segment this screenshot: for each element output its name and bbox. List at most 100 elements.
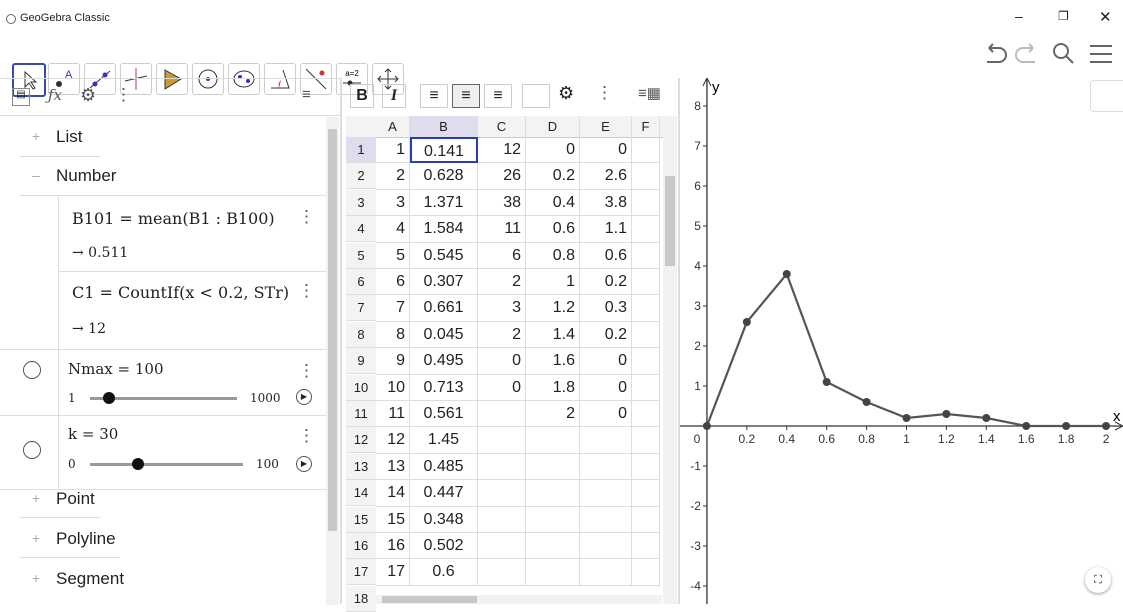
cell[interactable]: 0.2 bbox=[526, 163, 580, 190]
circle-tool[interactable] bbox=[192, 63, 224, 95]
empty-cell[interactable] bbox=[632, 216, 660, 243]
point[interactable] bbox=[902, 414, 911, 422]
cell[interactable]: 0.661 bbox=[410, 295, 478, 322]
empty-cell[interactable] bbox=[632, 427, 660, 454]
point[interactable] bbox=[782, 270, 791, 278]
empty-cell[interactable] bbox=[632, 137, 660, 164]
point-tool[interactable]: A bbox=[48, 63, 80, 95]
cell[interactable]: 4 bbox=[376, 216, 410, 243]
empty-cell[interactable] bbox=[632, 506, 660, 533]
point[interactable] bbox=[1062, 422, 1071, 430]
empty-cell[interactable] bbox=[580, 559, 632, 586]
cell[interactable]: 0.2 bbox=[580, 321, 632, 349]
fullscreen-button[interactable]: ⛶ bbox=[1085, 567, 1111, 593]
cell[interactable]: 5 bbox=[376, 242, 410, 269]
empty-cell[interactable] bbox=[526, 533, 580, 560]
cell[interactable]: 0.713 bbox=[410, 374, 478, 401]
point[interactable] bbox=[742, 318, 751, 326]
point[interactable] bbox=[1102, 422, 1111, 430]
cell[interactable]: 0.6 bbox=[526, 216, 580, 243]
empty-cell[interactable] bbox=[580, 506, 632, 533]
style-bar-toggle[interactable]: ≡ bbox=[302, 86, 311, 103]
line-tool[interactable] bbox=[84, 63, 116, 95]
cell[interactable]: 1.584 bbox=[410, 216, 478, 243]
reflect-tool[interactable] bbox=[300, 63, 332, 95]
cell[interactable]: 0 bbox=[580, 348, 632, 375]
item-menu[interactable]: ⋮ bbox=[298, 426, 315, 445]
align-left[interactable]: ≡ bbox=[420, 84, 448, 108]
empty-cell[interactable] bbox=[580, 427, 632, 454]
cell[interactable]: 9 bbox=[376, 348, 410, 375]
cell[interactable]: 12 bbox=[376, 427, 410, 454]
definition[interactable]: B101 = mean(B1 : B100) bbox=[72, 209, 275, 228]
empty-cell[interactable] bbox=[526, 427, 580, 454]
italic-button[interactable]: I bbox=[382, 84, 406, 108]
cell[interactable]: 8 bbox=[376, 321, 410, 349]
slider-thumb[interactable] bbox=[103, 392, 115, 404]
cell[interactable]: 1 bbox=[376, 137, 410, 164]
empty-cell[interactable] bbox=[632, 269, 660, 296]
empty-cell[interactable] bbox=[478, 453, 526, 481]
empty-cell[interactable] bbox=[632, 374, 660, 401]
undo[interactable] bbox=[987, 43, 1007, 63]
point[interactable] bbox=[942, 410, 951, 418]
cell[interactable]: 0 bbox=[478, 348, 526, 375]
color-button[interactable] bbox=[522, 84, 550, 108]
cell[interactable]: 3 bbox=[376, 189, 410, 217]
empty-cell[interactable] bbox=[632, 559, 660, 586]
cell[interactable]: 0 bbox=[580, 137, 632, 164]
empty-cell[interactable] bbox=[478, 480, 526, 507]
redo[interactable] bbox=[1015, 43, 1035, 63]
bold-button[interactable]: B bbox=[350, 84, 374, 108]
visibility-toggle[interactable] bbox=[23, 441, 41, 459]
cell[interactable]: 3 bbox=[478, 295, 526, 322]
align-center[interactable]: ≡ bbox=[452, 84, 480, 108]
empty-cell[interactable] bbox=[580, 533, 632, 560]
collapse[interactable]: – bbox=[32, 167, 40, 183]
cell[interactable]: 1.6 bbox=[526, 348, 580, 375]
cell[interactable]: 0 bbox=[478, 374, 526, 401]
close[interactable]: ✕ bbox=[1099, 9, 1112, 26]
cell[interactable]: 1.1 bbox=[580, 216, 632, 243]
style-bar-toggle[interactable]: ≡▦ bbox=[638, 85, 661, 102]
cell[interactable]: 0.495 bbox=[410, 348, 478, 375]
empty-cell[interactable] bbox=[632, 348, 660, 375]
cell[interactable]: 14 bbox=[376, 480, 410, 507]
cell[interactable]: 0.485 bbox=[410, 453, 478, 481]
definition[interactable]: C1 = CountIf(x < 0.2, STr) bbox=[72, 283, 290, 302]
point[interactable] bbox=[702, 422, 711, 430]
cell[interactable]: 13 bbox=[376, 453, 410, 481]
empty-cell[interactable] bbox=[580, 453, 632, 481]
settings[interactable]: ⚙ bbox=[558, 83, 575, 103]
empty-cell[interactable] bbox=[526, 559, 580, 586]
point[interactable] bbox=[1022, 422, 1031, 430]
input-help[interactable]: ƒx bbox=[48, 86, 63, 104]
item-menu[interactable]: ⋮ bbox=[298, 281, 315, 300]
empty-cell[interactable] bbox=[632, 321, 660, 349]
cell[interactable]: 0.561 bbox=[410, 401, 478, 428]
cell[interactable]: 12 bbox=[478, 137, 526, 164]
cell[interactable]: 11 bbox=[376, 401, 410, 428]
cell[interactable]: 0.2 bbox=[580, 269, 632, 296]
empty-cell[interactable] bbox=[478, 506, 526, 533]
expand[interactable]: + bbox=[32, 530, 41, 546]
maximize[interactable]: ❐ bbox=[1058, 9, 1069, 23]
cell[interactable]: 0.141 bbox=[410, 137, 478, 164]
cell[interactable]: 0.045 bbox=[410, 321, 478, 349]
visibility-toggle[interactable] bbox=[23, 361, 41, 379]
cell[interactable]: 3.8 bbox=[580, 189, 632, 217]
menu[interactable] bbox=[1090, 45, 1112, 63]
slider-thumb[interactable] bbox=[132, 458, 144, 470]
align-right[interactable]: ≡ bbox=[484, 84, 512, 108]
slider-definition[interactable]: Nmax = 100 bbox=[68, 360, 164, 378]
empty-cell[interactable] bbox=[580, 480, 632, 507]
empty-cell[interactable] bbox=[632, 163, 660, 190]
item-menu[interactable]: ⋮ bbox=[298, 361, 315, 380]
more[interactable]: ⋮ bbox=[596, 83, 613, 102]
cell[interactable]: 0.307 bbox=[410, 269, 478, 296]
sort-button[interactable]: ▤ bbox=[12, 88, 30, 106]
expand[interactable]: + bbox=[32, 570, 41, 586]
empty-cell[interactable] bbox=[478, 533, 526, 560]
cell[interactable]: 0 bbox=[580, 374, 632, 401]
empty-cell[interactable] bbox=[478, 559, 526, 586]
